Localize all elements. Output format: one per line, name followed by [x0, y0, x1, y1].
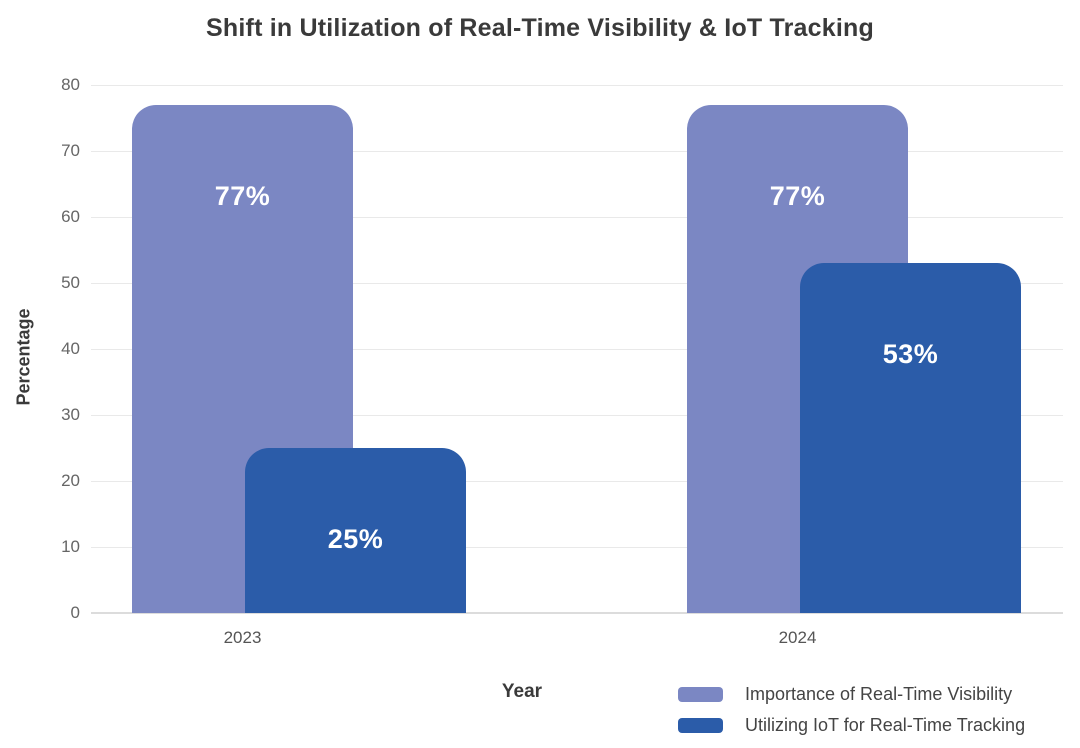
- y-tick-label-80: 80: [61, 75, 80, 94]
- y-tick-label-50: 50: [61, 273, 80, 292]
- y-tick-label-40: 40: [61, 339, 80, 358]
- bar-value-label: 77%: [769, 181, 826, 211]
- y-tick-label-60: 60: [61, 207, 80, 226]
- gridline-60: [91, 217, 1063, 218]
- gridline-30: [91, 415, 1063, 416]
- x-axis-title: Year: [501, 681, 543, 702]
- bar-2023-series-1: 25%: [245, 448, 466, 613]
- y-tick-label-20: 20: [61, 471, 80, 490]
- y-tick-label-0: 0: [70, 603, 80, 622]
- bar-2024-series-1: 53%: [800, 263, 1021, 613]
- gridline-0: [91, 612, 1063, 614]
- x-tick-label-2024: 2024: [778, 628, 817, 647]
- bar-value-label: 77%: [214, 181, 271, 211]
- gridline-50: [91, 283, 1063, 284]
- bar-value-label: 53%: [882, 339, 939, 369]
- x-tick-label-2023: 2023: [223, 628, 262, 647]
- chart-title: Shift in Utilization of Real-Time Visibi…: [206, 14, 874, 42]
- legend: Importance of Real-Time Visibility Utiliz…: [678, 684, 1025, 736]
- y-tick-label-70: 70: [61, 141, 80, 160]
- legend-label-0: Importance of Real-Time Visibility: [745, 684, 1013, 704]
- gridline-40: [91, 349, 1063, 350]
- legend-item-0: Importance of Real-Time Visibility: [678, 684, 1025, 705]
- y-tick-label-10: 10: [61, 537, 80, 556]
- gridline-20: [91, 481, 1063, 482]
- legend-swatch-1: [678, 718, 723, 733]
- bar-value-label: 25%: [327, 524, 384, 554]
- legend-label-1: Utilizing IoT for Real-Time Tracking: [745, 715, 1026, 735]
- gridline-70: [91, 151, 1063, 152]
- gridline-80: [91, 85, 1063, 86]
- legend-item-1: Utilizing IoT for Real-Time Tracking: [678, 715, 1025, 736]
- y-axis-title: Percentage: [13, 308, 34, 406]
- legend-swatch-0: [678, 687, 723, 702]
- gridline-10: [91, 547, 1063, 548]
- y-tick-label-30: 30: [61, 405, 80, 424]
